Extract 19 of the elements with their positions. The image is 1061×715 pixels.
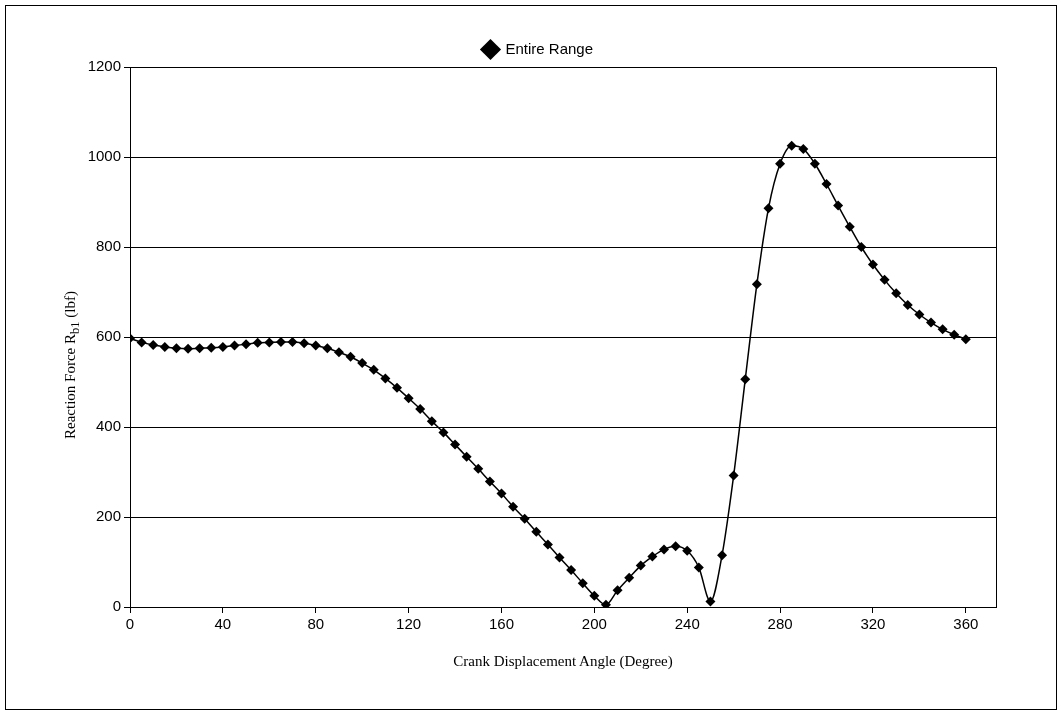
y-tick-label: 200 [95, 507, 121, 525]
x-tick-label: 200 [581, 615, 607, 633]
y-tick-label: 600 [95, 327, 121, 345]
legend-label: Entire Range [505, 39, 594, 57]
x-tick-label: 0 [125, 615, 135, 633]
y-tick-label: 800 [95, 237, 121, 255]
x-tick-label: 320 [860, 615, 886, 633]
x-tick-label: 240 [674, 615, 700, 633]
y-tick-label: 1000 [87, 147, 121, 165]
x-tick-label: 80 [307, 615, 325, 633]
y-tick-label: 400 [95, 417, 121, 435]
y-tick-label: 1200 [87, 57, 121, 75]
x-tick-label: 360 [953, 615, 979, 633]
x-tick-label: 120 [396, 615, 422, 633]
x-tick-label: 280 [767, 615, 793, 633]
x-tick-label: 160 [488, 615, 514, 633]
y-tick-label: 0 [112, 597, 121, 615]
x-axis-title: Crank Displacement Angle (Degree) [453, 652, 673, 670]
x-tick-label: 40 [214, 615, 232, 633]
